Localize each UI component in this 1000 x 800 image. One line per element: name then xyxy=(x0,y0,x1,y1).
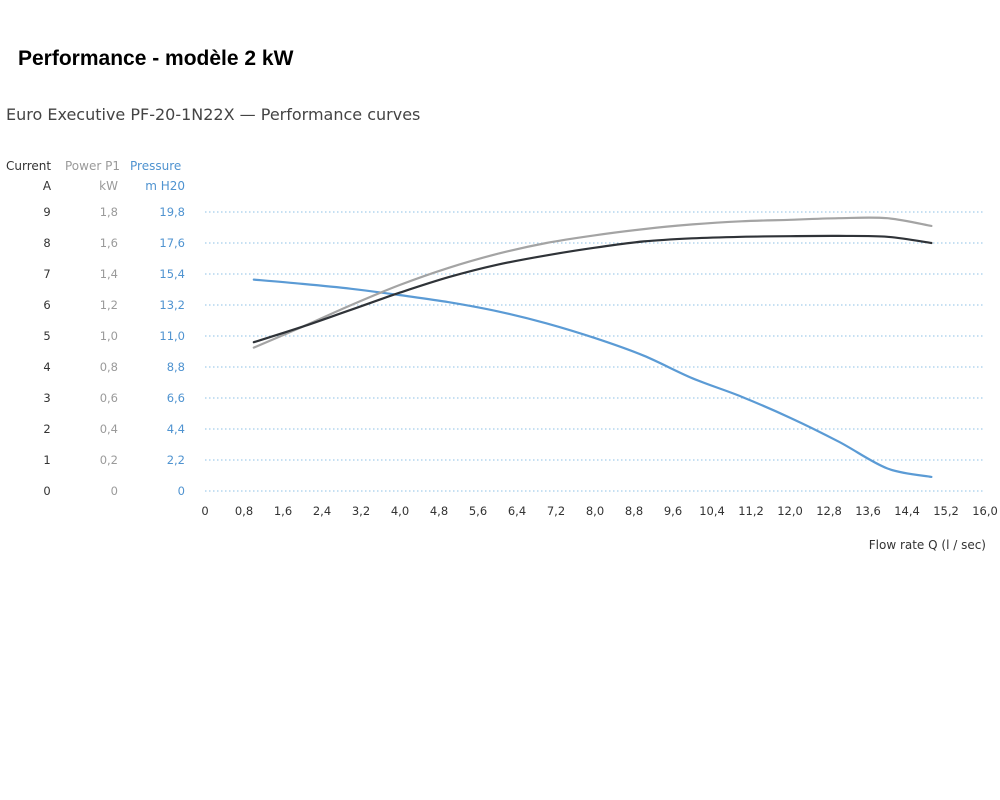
y-tick-label-pressure: 0 xyxy=(178,484,185,498)
y-tick-label-power: 0,4 xyxy=(100,422,118,436)
page-title: Performance - modèle 2 kW xyxy=(18,47,294,70)
y-tick-label-power: 1,2 xyxy=(100,298,118,312)
y-tick-label-pressure: 17,6 xyxy=(159,236,185,250)
y-tick-label-pressure: 11,0 xyxy=(159,329,185,343)
series-line-pressure xyxy=(252,278,933,478)
y-axis-unit-pressure: m H20 xyxy=(145,179,185,193)
y-tick-label-current: 3 xyxy=(43,391,50,405)
y-tick-label-power: 1,0 xyxy=(100,329,118,343)
y-tick-label-pressure: 8,8 xyxy=(167,360,185,374)
y-tick-label-pressure: 2,2 xyxy=(167,453,185,467)
y-tick-label-power: 1,8 xyxy=(100,205,118,219)
y-tick-label-power: 1,6 xyxy=(100,236,118,250)
x-tick-label: 2,4 xyxy=(313,504,331,518)
x-tick-label: 9,6 xyxy=(664,504,682,518)
y-tick-label-pressure: 13,2 xyxy=(159,298,185,312)
y-tick-label-current: 1 xyxy=(43,453,50,467)
series-line-current xyxy=(252,234,933,344)
x-tick-label: 4,8 xyxy=(430,504,448,518)
y-tick-label-pressure: 4,4 xyxy=(167,422,185,436)
y-tick-label-pressure: 19,8 xyxy=(159,205,185,219)
x-tick-label: 1,6 xyxy=(274,504,292,518)
y-tick-label-power: 0 xyxy=(111,484,118,498)
y-axis-name-current: Current xyxy=(6,159,51,173)
grid xyxy=(205,211,985,492)
y-tick-label-current: 5 xyxy=(43,329,50,343)
y-tick-label-current: 2 xyxy=(43,422,50,436)
y-axis-unit-power: kW xyxy=(99,179,118,193)
x-tick-label: 14,4 xyxy=(894,504,920,518)
y-axis-name-pressure: Pressure xyxy=(130,159,181,173)
x-tick-label: 11,2 xyxy=(738,504,764,518)
y-axis-name-power: Power P1 xyxy=(65,159,120,173)
x-tick-label: 5,6 xyxy=(469,504,487,518)
x-tick-label: 6,4 xyxy=(508,504,526,518)
y-tick-label-current: 9 xyxy=(43,205,50,219)
x-tick-label: 3,2 xyxy=(352,504,370,518)
y-axis-unit-current: A xyxy=(43,179,52,193)
y-tick-label-current: 4 xyxy=(43,360,50,374)
x-axis-label: Flow rate Q (l / sec) xyxy=(869,538,986,552)
x-tick-label: 13,6 xyxy=(855,504,881,518)
x-tick-label: 16,0 xyxy=(972,504,998,518)
y-tick-label-pressure: 15,4 xyxy=(159,267,185,281)
x-tick-label: 12,8 xyxy=(816,504,842,518)
x-tick-label: 15,2 xyxy=(933,504,959,518)
y-tick-label-pressure: 6,6 xyxy=(167,391,185,405)
x-tick-label: 0,8 xyxy=(235,504,253,518)
y-axis-ticks: 0 0 0 1 0,2 2,2 2 0,4 4,4 3 0,6 6,6 4 0,8 8,8 5 1,0 11,0 6… xyxy=(43,205,185,498)
y-tick-label-current: 8 xyxy=(43,236,50,250)
x-tick-label: 10,4 xyxy=(699,504,725,518)
series-lines xyxy=(252,216,933,478)
y-tick-label-power: 0,6 xyxy=(100,391,118,405)
x-tick-label: 12,0 xyxy=(777,504,803,518)
x-tick-label: 8,0 xyxy=(586,504,604,518)
y-tick-label-power: 0,2 xyxy=(100,453,118,467)
x-tick-label: 0 xyxy=(201,504,208,518)
y-tick-label-current: 0 xyxy=(43,484,50,498)
y-tick-label-power: 1,4 xyxy=(100,267,118,281)
x-tick-label: 4,0 xyxy=(391,504,409,518)
series-line-power xyxy=(252,216,933,349)
y-tick-label-current: 7 xyxy=(43,267,50,281)
x-tick-label: 8,8 xyxy=(625,504,643,518)
x-tick-label: 7,2 xyxy=(547,504,565,518)
chart-title: Euro Executive PF-20-1N22X — Performance… xyxy=(6,105,420,124)
y-tick-label-power: 0,8 xyxy=(100,360,118,374)
y-tick-label-current: 6 xyxy=(43,298,50,312)
x-axis-ticks: 0 0,8 1,6 2,4 3,2 4,0 4,8 5,6 6,4 7,2 8,0 8,8 9,6 10,… xyxy=(201,504,997,518)
